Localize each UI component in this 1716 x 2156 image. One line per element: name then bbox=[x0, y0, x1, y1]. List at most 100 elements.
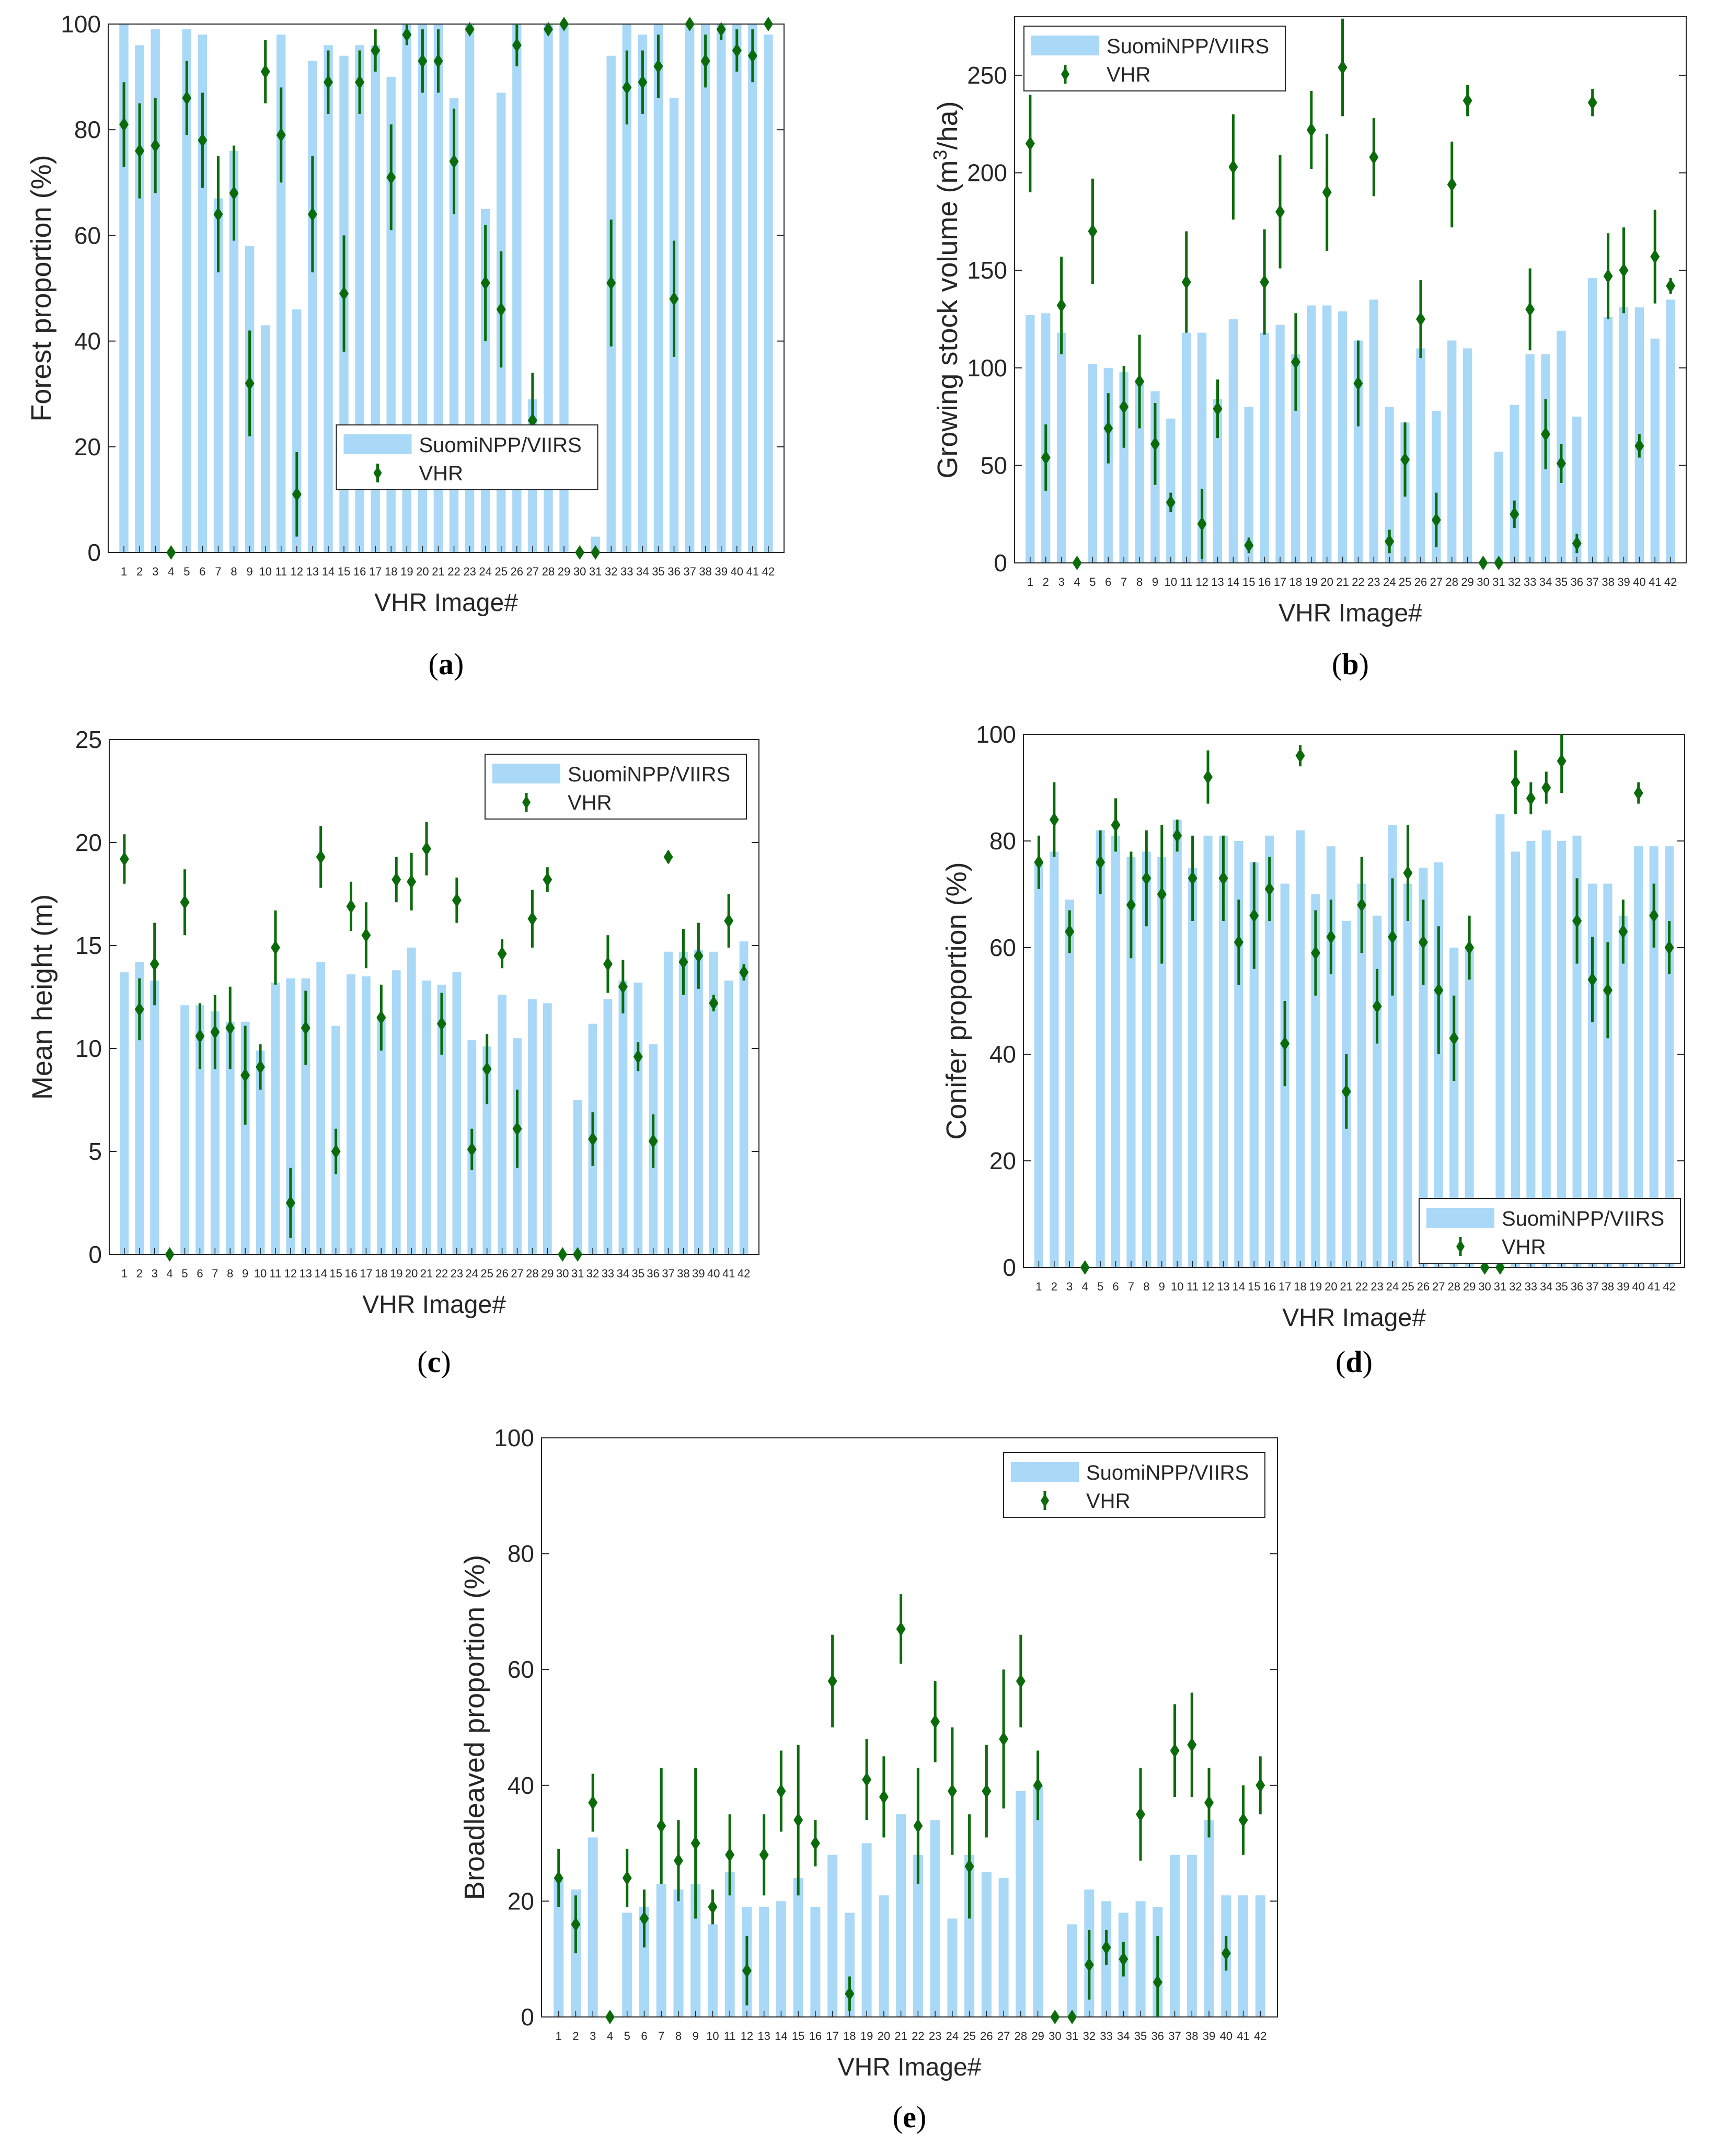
vhr-marker bbox=[1306, 122, 1316, 137]
bar bbox=[1119, 372, 1128, 563]
vhr-marker bbox=[1280, 1036, 1290, 1051]
bar bbox=[1419, 868, 1428, 1267]
x-tick-label: 10 bbox=[1171, 1280, 1183, 1293]
x-tick-label: 9 bbox=[693, 2030, 699, 2043]
bar bbox=[544, 24, 553, 552]
x-tick-label: 34 bbox=[1539, 575, 1552, 589]
bar bbox=[498, 995, 506, 1254]
panel-caption: (d) bbox=[1335, 1345, 1373, 1379]
vhr-marker bbox=[1341, 1084, 1351, 1099]
x-tick-label: 36 bbox=[1151, 2030, 1164, 2043]
x-tick-label: 17 bbox=[826, 2030, 838, 2043]
bar bbox=[554, 1878, 564, 2017]
bar bbox=[1511, 851, 1520, 1267]
vhr-marker bbox=[639, 1911, 649, 1926]
x-tick-label: 4 bbox=[168, 565, 174, 578]
x-tick-label: 29 bbox=[1461, 575, 1473, 589]
legend: SuomiNPP/VIIRS VHR bbox=[336, 424, 598, 490]
vhr-marker bbox=[1218, 871, 1228, 886]
vhr-marker bbox=[605, 2010, 615, 2024]
x-tick-label: 29 bbox=[1463, 1280, 1476, 1293]
bar bbox=[271, 982, 280, 1254]
x-tick-label: 10 bbox=[254, 1267, 267, 1280]
vhr-marker bbox=[603, 956, 613, 972]
bar bbox=[1666, 299, 1675, 563]
vhr-marker bbox=[407, 874, 417, 889]
y-axis-label: Growing stock volume (m3/ha) bbox=[929, 101, 963, 478]
x-tick-label: 39 bbox=[715, 565, 727, 578]
legend-marker-label: VHR bbox=[1502, 1236, 1546, 1259]
vhr-marker bbox=[527, 413, 537, 428]
x-tick-label: 30 bbox=[1049, 2030, 1061, 2043]
bar bbox=[653, 24, 663, 552]
x-tick-label: 38 bbox=[1185, 2030, 1198, 2043]
x-axis-label: VHR Image# bbox=[1279, 599, 1422, 627]
bar bbox=[182, 29, 191, 553]
y-tick-label: 40 bbox=[508, 1772, 534, 1799]
vhr-marker bbox=[1204, 1795, 1214, 1811]
vhr-marker bbox=[669, 291, 679, 306]
x-tick-label: 3 bbox=[152, 565, 158, 578]
vhr-marker bbox=[1462, 93, 1472, 108]
vhr-marker bbox=[913, 1818, 923, 1834]
x-tick-label: 26 bbox=[496, 1267, 508, 1280]
vhr-marker bbox=[575, 545, 585, 560]
vhr-marker bbox=[724, 913, 734, 928]
x-tick-label: 5 bbox=[181, 1267, 188, 1280]
bar bbox=[1157, 857, 1167, 1267]
panel-caption: (b) bbox=[1332, 647, 1369, 681]
bar bbox=[1172, 820, 1182, 1267]
vhr-marker bbox=[346, 899, 356, 914]
vhr-marker bbox=[1203, 769, 1213, 785]
vhr-marker bbox=[134, 1002, 144, 1017]
vhr-marker bbox=[331, 1144, 341, 1159]
bar bbox=[1203, 835, 1213, 1267]
vhr-marker bbox=[716, 22, 726, 37]
bar bbox=[1338, 311, 1348, 563]
legend-bar-swatch bbox=[1031, 36, 1099, 55]
y-tick-label: 0 bbox=[994, 549, 1007, 577]
bar bbox=[229, 151, 239, 553]
vhr-marker bbox=[1400, 452, 1410, 467]
vhr-marker bbox=[276, 128, 286, 143]
bar bbox=[1649, 846, 1659, 1267]
x-tick-label: 5 bbox=[1089, 575, 1096, 589]
vhr-marker bbox=[285, 1195, 295, 1210]
bar bbox=[724, 981, 733, 1254]
vhr-marker bbox=[633, 1049, 643, 1064]
bar bbox=[301, 978, 310, 1254]
bar bbox=[422, 981, 431, 1254]
x-tick-label: 19 bbox=[860, 2030, 873, 2043]
vhr-marker bbox=[339, 286, 349, 301]
bar bbox=[198, 34, 208, 552]
vhr-marker bbox=[1618, 924, 1628, 939]
x-tick-label: 36 bbox=[1571, 1280, 1583, 1293]
legend-bar-swatch bbox=[492, 764, 560, 783]
bar bbox=[1234, 841, 1243, 1267]
legend: SuomiNPP/VIIRS VHR bbox=[1023, 26, 1286, 91]
bar bbox=[1182, 332, 1191, 563]
vhr-marker bbox=[270, 940, 280, 955]
x-tick-label: 36 bbox=[667, 565, 680, 578]
bar bbox=[1170, 1854, 1180, 2017]
x-tick-label: 6 bbox=[1105, 575, 1111, 589]
x-tick-label: 34 bbox=[1117, 2030, 1130, 2043]
y-tick-label: 150 bbox=[967, 257, 1007, 284]
bar bbox=[879, 1895, 889, 2017]
x-tick-label: 14 bbox=[322, 565, 335, 578]
vhr-marker bbox=[240, 1068, 250, 1083]
x-tick-label: 32 bbox=[1508, 575, 1521, 589]
vhr-marker bbox=[1025, 136, 1035, 151]
vhr-marker bbox=[1050, 2010, 1060, 2024]
bar bbox=[1541, 830, 1551, 1267]
bar bbox=[391, 970, 401, 1254]
vhr-marker bbox=[496, 302, 506, 317]
x-tick-label: 41 bbox=[1237, 2030, 1249, 2043]
vhr-marker bbox=[543, 22, 553, 37]
bar bbox=[1650, 338, 1660, 563]
vhr-marker bbox=[1418, 935, 1428, 950]
vhr-marker bbox=[1264, 881, 1274, 896]
axes-box bbox=[109, 739, 759, 1255]
